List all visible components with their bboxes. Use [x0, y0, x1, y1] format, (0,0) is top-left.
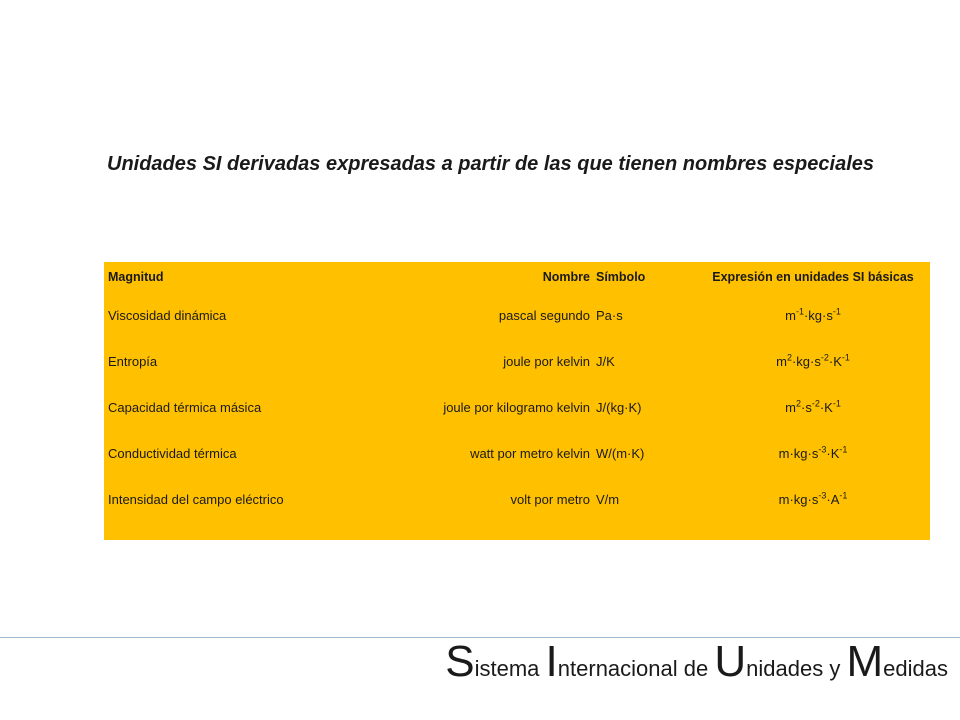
footer-word-rest: nidades	[746, 656, 824, 681]
cell-nombre: watt por metro kelvin	[470, 445, 590, 461]
footer-word: Unidades	[714, 640, 824, 684]
footer-word: Internacional	[546, 640, 678, 684]
footer-word-rest: edidas	[883, 656, 948, 681]
cell-simbolo: Pa·s	[596, 307, 623, 323]
cell-magnitud: Capacidad térmica másica	[108, 399, 262, 415]
cell-magnitud: Viscosidad dinámica	[108, 307, 227, 323]
header-expresion: Expresión en unidades SI básicas	[712, 270, 914, 284]
cell-simbolo: J/(kg·K)	[596, 399, 642, 415]
cell-nombre: volt por metro	[510, 491, 590, 507]
cell-nombre: pascal segundo	[498, 307, 590, 323]
exponent: -3	[818, 490, 827, 501]
exponent: -1	[839, 444, 848, 455]
footer-initial: S	[445, 637, 475, 686]
table-row: Entropía joule por kelvin J/K m2·kg·s-2·…	[104, 338, 930, 384]
units-table-container: Magnitud Nombre Símbolo Expresión en uni…	[104, 262, 930, 540]
footer-word-rest: y	[829, 656, 841, 681]
footer-word: y	[829, 656, 840, 681]
exponent: -1	[832, 306, 841, 317]
cell-expresion: m·kg·s-3·A-1	[778, 490, 848, 507]
table-row: Viscosidad dinámica pascal segundo Pa·s …	[104, 292, 930, 338]
cell-magnitud: Entropía	[108, 353, 158, 369]
exponent: -2	[820, 352, 829, 363]
exponent: -1	[795, 306, 804, 317]
exponent: 2	[786, 352, 792, 363]
exponent: -1	[839, 490, 848, 501]
footer-initial: I	[545, 637, 558, 686]
footer-word-rest: nternacional	[557, 656, 678, 681]
exponent: -2	[811, 398, 820, 409]
header-magnitud: Magnitud	[108, 270, 164, 284]
table-row: Capacidad térmica másica joule por kilog…	[104, 384, 930, 430]
footer-word-rest: de	[683, 656, 709, 681]
units-table: Magnitud Nombre Símbolo Expresión en uni…	[104, 262, 930, 522]
header-simbolo: Símbolo	[596, 270, 646, 284]
cell-simbolo: V/m	[596, 491, 620, 507]
footer-initial: U	[714, 637, 747, 686]
footer-word-rest: istema	[474, 656, 540, 681]
footer-word: Medidas	[847, 640, 949, 684]
table-row: Intensidad del campo eléctrico volt por …	[104, 476, 930, 522]
table-header-row: Magnitud Nombre Símbolo Expresión en uni…	[104, 262, 930, 292]
footer-title: Sistema Internacional de Unidades y Medi…	[445, 640, 948, 684]
cell-nombre: joule por kelvin	[503, 353, 590, 369]
footer-word: de	[684, 656, 708, 681]
slide-title: Unidades SI derivadas expresadas a parti…	[107, 153, 875, 175]
exponent: -1	[832, 398, 841, 409]
cell-expresion: m-1·kg·s-1	[785, 306, 841, 323]
exponent: 2	[795, 398, 801, 409]
cell-simbolo: J/K	[596, 353, 615, 369]
table-row: Conductividad térmica watt por metro kel…	[104, 430, 930, 476]
cell-expresion: m2·kg·s-2·K-1	[776, 352, 850, 369]
footer-initial: M	[846, 637, 884, 686]
footer-divider	[0, 637, 960, 638]
exponent: -3	[818, 444, 827, 455]
footer-word: Sistema	[445, 640, 540, 684]
cell-expresion: m2·s-2·K-1	[785, 398, 841, 415]
header-nombre: Nombre	[542, 270, 590, 284]
cell-nombre: joule por kilogramo kelvin	[443, 399, 590, 415]
cell-magnitud: Conductividad térmica	[108, 445, 237, 461]
cell-simbolo: W/(m·K)	[596, 445, 645, 461]
cell-expresion: m·kg·s-3·K-1	[778, 444, 848, 461]
exponent: -1	[841, 352, 850, 363]
cell-magnitud: Intensidad del campo eléctrico	[108, 491, 284, 507]
